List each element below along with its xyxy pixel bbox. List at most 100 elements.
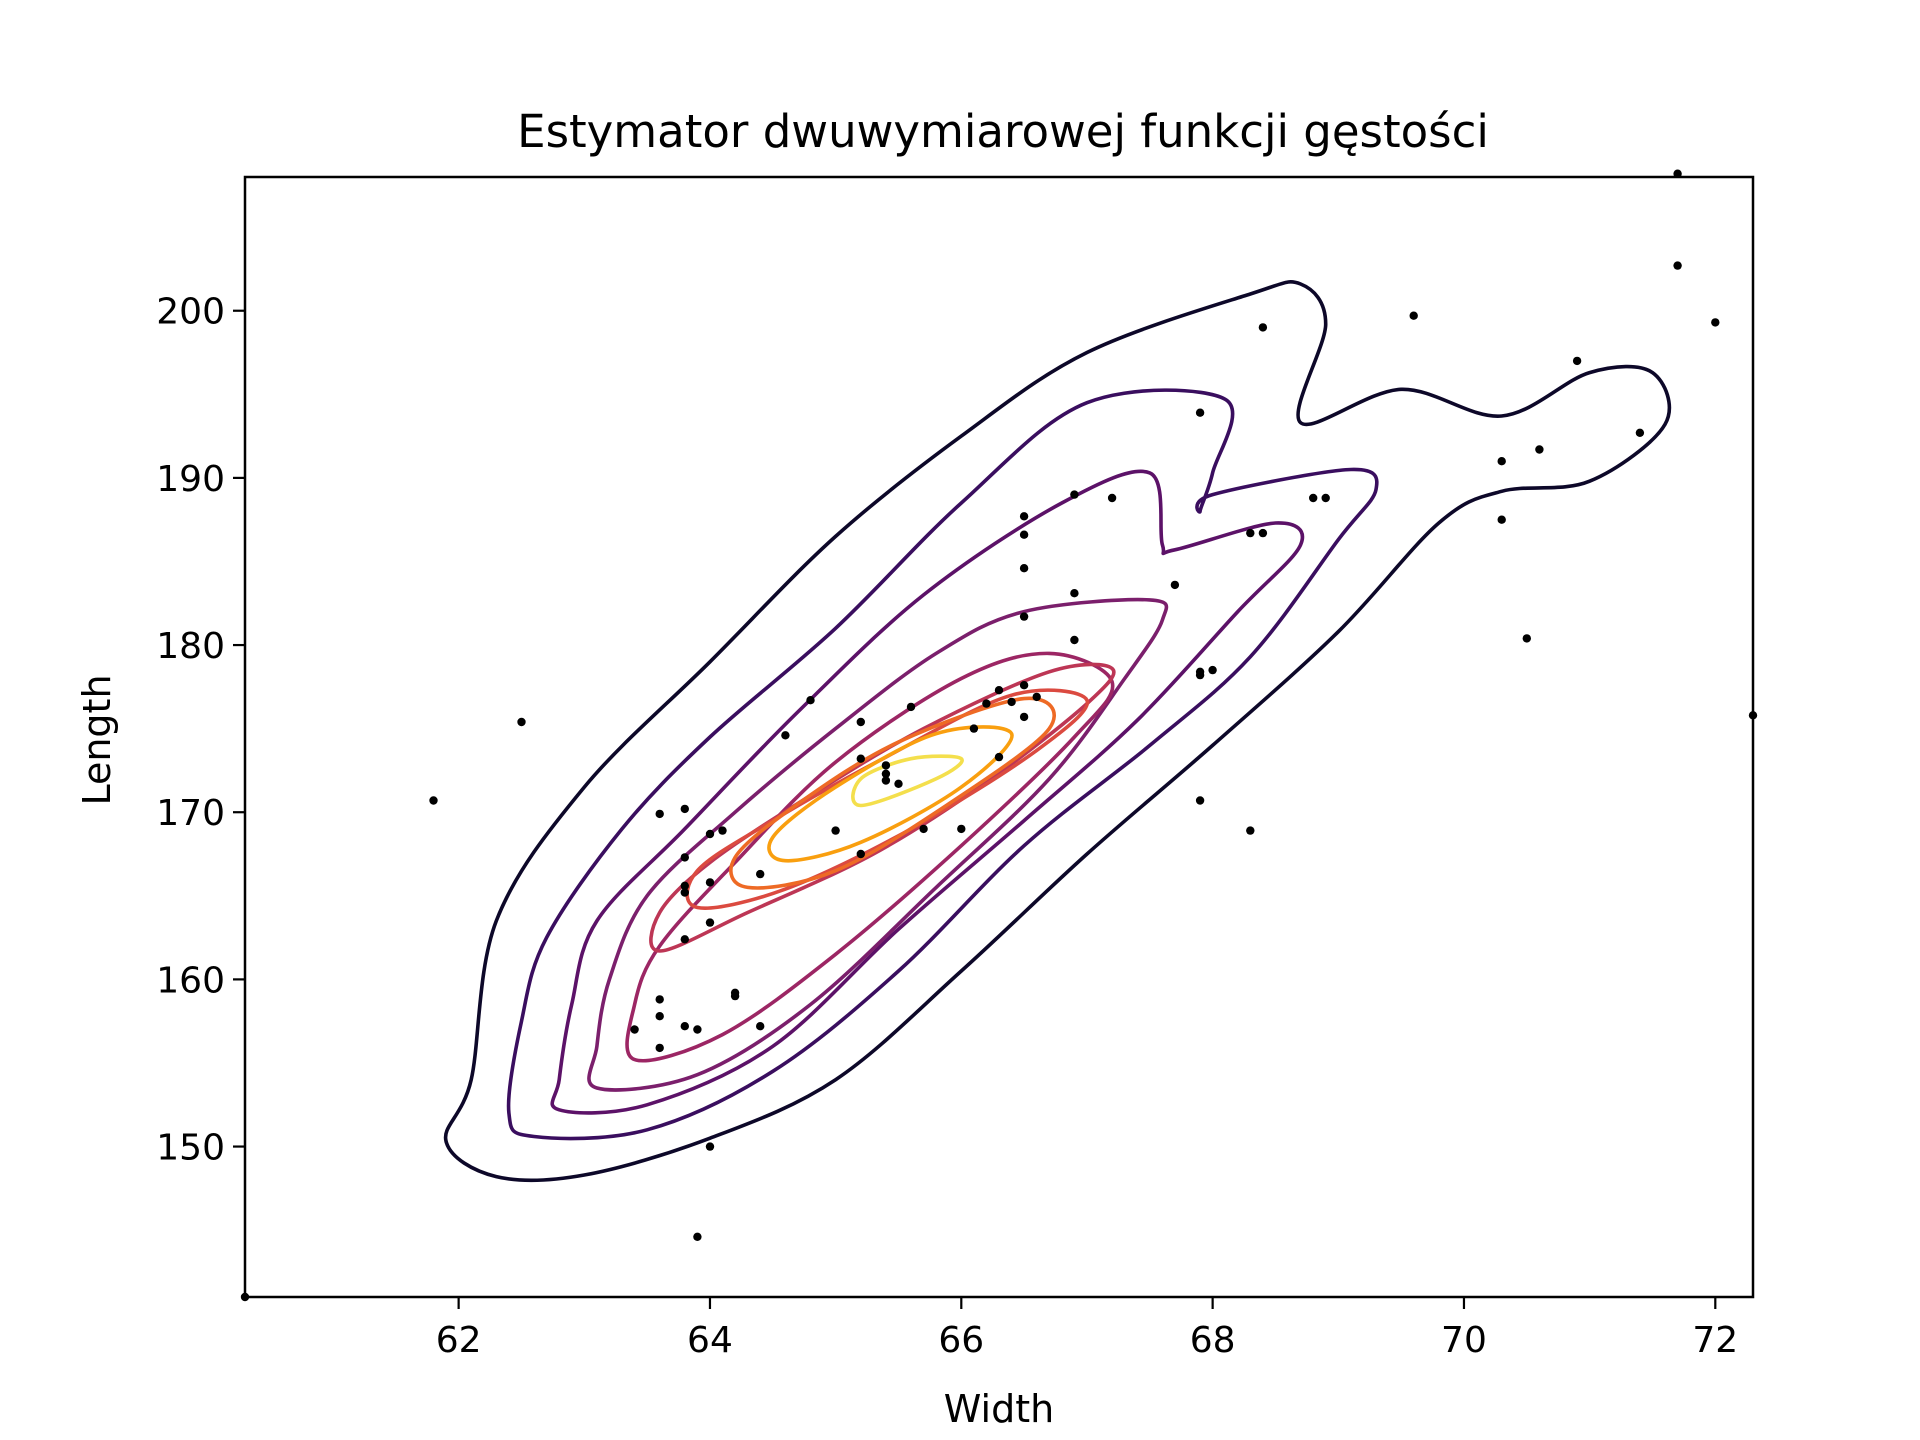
scatter-point <box>894 779 903 788</box>
scatter-point <box>1019 681 1029 690</box>
y-axis-ticks: 150 160 170 180 190 200 <box>156 292 245 1169</box>
scatter-point <box>517 717 526 727</box>
x-tick-label: 72 <box>1692 1320 1738 1361</box>
scatter-point <box>982 699 991 708</box>
scatter-point <box>1711 318 1720 327</box>
scatter-point <box>881 761 891 770</box>
scatter-point <box>655 809 664 819</box>
contour-level-2 <box>506 388 1379 1141</box>
scatter-point <box>756 1021 765 1031</box>
chart-title: Estymator dwuwymiarowej funkcji gęstości <box>517 105 1489 158</box>
contour-layer <box>443 280 1672 1183</box>
scatter-point <box>1195 796 1205 805</box>
scatter-point <box>1019 612 1029 621</box>
scatter-point <box>881 776 891 785</box>
scatter-point <box>1635 428 1645 437</box>
y-tick-label: 200 <box>156 292 225 333</box>
x-tick-label: 70 <box>1441 1320 1487 1361</box>
scatter-point <box>730 991 740 1001</box>
scatter-point <box>1535 445 1544 454</box>
x-tick-label: 64 <box>687 1320 733 1361</box>
scatter-point <box>1195 670 1205 680</box>
x-axis-ticks: 62 64 66 68 70 72 <box>436 1297 1738 1361</box>
scatter-point <box>856 849 865 859</box>
scatter-point <box>1258 528 1268 538</box>
scatter-point <box>693 1025 702 1034</box>
scatter-point <box>655 1043 664 1053</box>
scatter-point <box>680 881 689 890</box>
scatter-point <box>831 826 840 835</box>
scatter-point <box>781 731 790 740</box>
scatter-point <box>655 1012 664 1021</box>
scatter-point <box>705 878 715 887</box>
scatter-point <box>1309 493 1318 503</box>
scatter-point <box>680 1021 689 1031</box>
scatter-point <box>680 888 689 897</box>
scatter-point <box>1195 408 1205 417</box>
scatter-point <box>655 995 664 1004</box>
scatter-point <box>1170 580 1180 590</box>
scatter-point <box>705 829 715 839</box>
scatter-point <box>756 869 765 879</box>
scatter-point <box>693 1232 702 1242</box>
scatter-point <box>856 717 865 727</box>
scatter-point <box>429 796 438 805</box>
scatter-point <box>919 824 928 834</box>
y-tick-label: 170 <box>156 793 225 834</box>
contour-level-7 <box>685 688 1090 910</box>
scatter-point <box>1572 356 1582 366</box>
scatter-point <box>718 826 727 835</box>
scatter-point <box>994 752 1004 762</box>
scatter-point <box>1019 530 1029 539</box>
scatter-point <box>881 769 891 778</box>
contour-level-4 <box>587 597 1169 1092</box>
x-tick-label: 66 <box>938 1320 984 1361</box>
contour-level-5 <box>625 651 1115 1063</box>
contour-level-8 <box>729 696 1056 890</box>
plot-frame <box>243 175 1755 1299</box>
y-tick-label: 190 <box>156 459 225 500</box>
scatter-point <box>1032 692 1041 702</box>
y-axis-label: Length <box>75 674 119 805</box>
scatter-point <box>1019 564 1029 573</box>
scatter-point <box>1673 261 1682 270</box>
contour-level-3 <box>550 469 1305 1115</box>
contour-level-10 <box>851 754 964 808</box>
x-tick-label: 68 <box>1190 1320 1236 1361</box>
y-tick-label: 160 <box>156 960 225 1001</box>
scatter-point <box>806 696 815 705</box>
scatter-point <box>1019 712 1029 722</box>
scatter-point <box>1321 493 1330 503</box>
scatter-point <box>1070 635 1079 645</box>
scatter-point <box>680 935 689 944</box>
scatter-point <box>1007 697 1016 707</box>
scatter-point <box>1522 634 1532 643</box>
scatter-point <box>957 824 966 834</box>
scatter-point <box>969 724 979 733</box>
contour-level-1 <box>443 280 1672 1183</box>
scatter-point <box>1246 528 1255 538</box>
scatter-point <box>994 686 1004 695</box>
contour-level-9 <box>767 725 1014 863</box>
y-tick-label: 150 <box>156 1128 225 1169</box>
scatter-point <box>906 702 916 712</box>
scatter-point <box>1497 515 1506 524</box>
scatter-point <box>1070 589 1079 598</box>
scatter-point <box>1107 493 1117 503</box>
y-tick-label: 180 <box>156 626 225 667</box>
scatter-point <box>856 754 865 763</box>
scatter-point <box>680 853 689 862</box>
scatter-layer <box>240 169 1758 1302</box>
scatter-point <box>705 918 715 927</box>
scatter-point <box>1246 826 1255 835</box>
scatter-point <box>680 804 689 814</box>
scatter-point <box>1019 512 1029 521</box>
scatter-point <box>1497 457 1506 466</box>
scatter-point <box>630 1025 639 1034</box>
x-axis-label: Width <box>944 1387 1054 1431</box>
scatter-point <box>1409 311 1418 320</box>
scatter-point <box>705 1142 715 1151</box>
x-tick-label: 62 <box>436 1320 482 1361</box>
scatter-point <box>1258 323 1268 332</box>
